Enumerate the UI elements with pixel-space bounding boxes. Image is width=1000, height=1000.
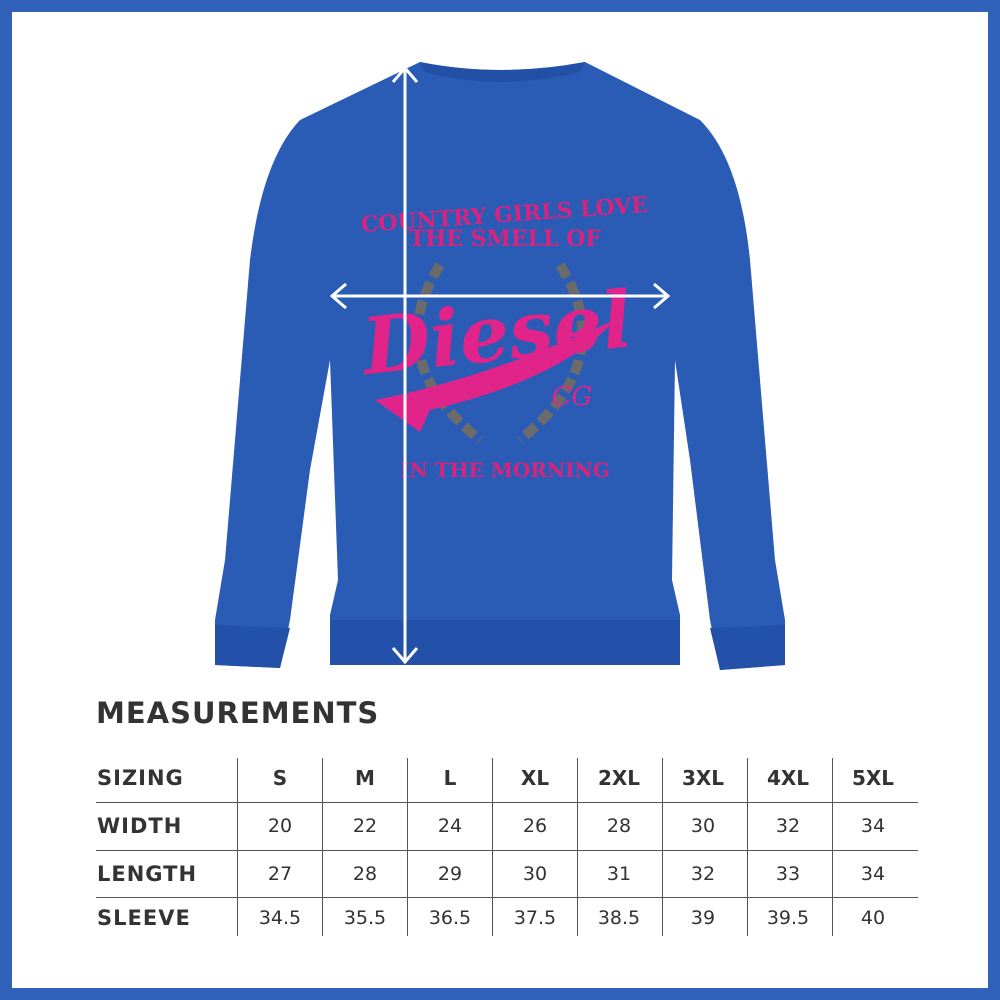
cell-value: 34 [860, 863, 886, 885]
size-header: 4XL [766, 766, 810, 790]
cell-value: 36.5 [428, 907, 472, 929]
row-label: WIDTH [97, 814, 183, 838]
cell-value: 39.5 [766, 907, 810, 929]
column-divider [237, 758, 238, 936]
graphic-monogram: CG [552, 382, 593, 412]
swoosh [375, 320, 615, 432]
cell-value: 28 [606, 815, 632, 837]
cell-value: 34 [860, 815, 886, 837]
sweatshirt-image: COUNTRY GIRLS LOVE THE SMELL OF Diesel C… [215, 62, 785, 670]
graphic-line2: THE SMELL OF [409, 226, 601, 252]
measure-arrows [329, 65, 671, 665]
graphic-line3: IN THE MORNING [400, 458, 610, 482]
column-divider [832, 758, 833, 936]
cell-value: 24 [437, 815, 463, 837]
cell-value: 30 [690, 815, 716, 837]
cell-value: 31 [606, 863, 632, 885]
laurel [412, 262, 588, 444]
cell-value: 32 [775, 815, 801, 837]
cell-value: 28 [352, 863, 378, 885]
cell-value: 37.5 [513, 907, 557, 929]
cell-value: 34.5 [258, 907, 302, 929]
size-header: XL [520, 766, 550, 790]
cell-value: 32 [690, 863, 716, 885]
row-divider [96, 850, 918, 851]
cell-value: 38.5 [597, 907, 641, 929]
cell-value: 35.5 [343, 907, 387, 929]
cell-value: 22 [352, 815, 378, 837]
cell-value: 39 [690, 907, 716, 929]
row-divider [96, 802, 918, 803]
cell-value: 26 [522, 815, 548, 837]
cell-value: 27 [267, 863, 293, 885]
cell-value: 33 [775, 863, 801, 885]
size-header: 2XL [597, 766, 641, 790]
heading: MEASUREMENTS [96, 696, 380, 730]
row-label: SIZING [97, 766, 184, 790]
cuffs [215, 620, 785, 670]
cell-value: 40 [860, 907, 886, 929]
row-label: LENGTH [97, 862, 198, 886]
column-divider [662, 758, 663, 936]
column-divider [492, 758, 493, 936]
row-label: SLEEVE [97, 906, 191, 930]
row-divider [96, 897, 918, 898]
size-header: 3XL [681, 766, 725, 790]
column-divider [577, 758, 578, 936]
column-divider [747, 758, 748, 936]
cell-value: 20 [267, 815, 293, 837]
column-divider [407, 758, 408, 936]
collar [420, 62, 585, 82]
size-header: M [355, 766, 375, 790]
size-header: 5XL [851, 766, 895, 790]
size-header: S [272, 766, 288, 790]
cell-value: 29 [437, 863, 463, 885]
cell-value: 30 [522, 863, 548, 885]
size-header: L [443, 766, 457, 790]
column-divider [322, 758, 323, 936]
